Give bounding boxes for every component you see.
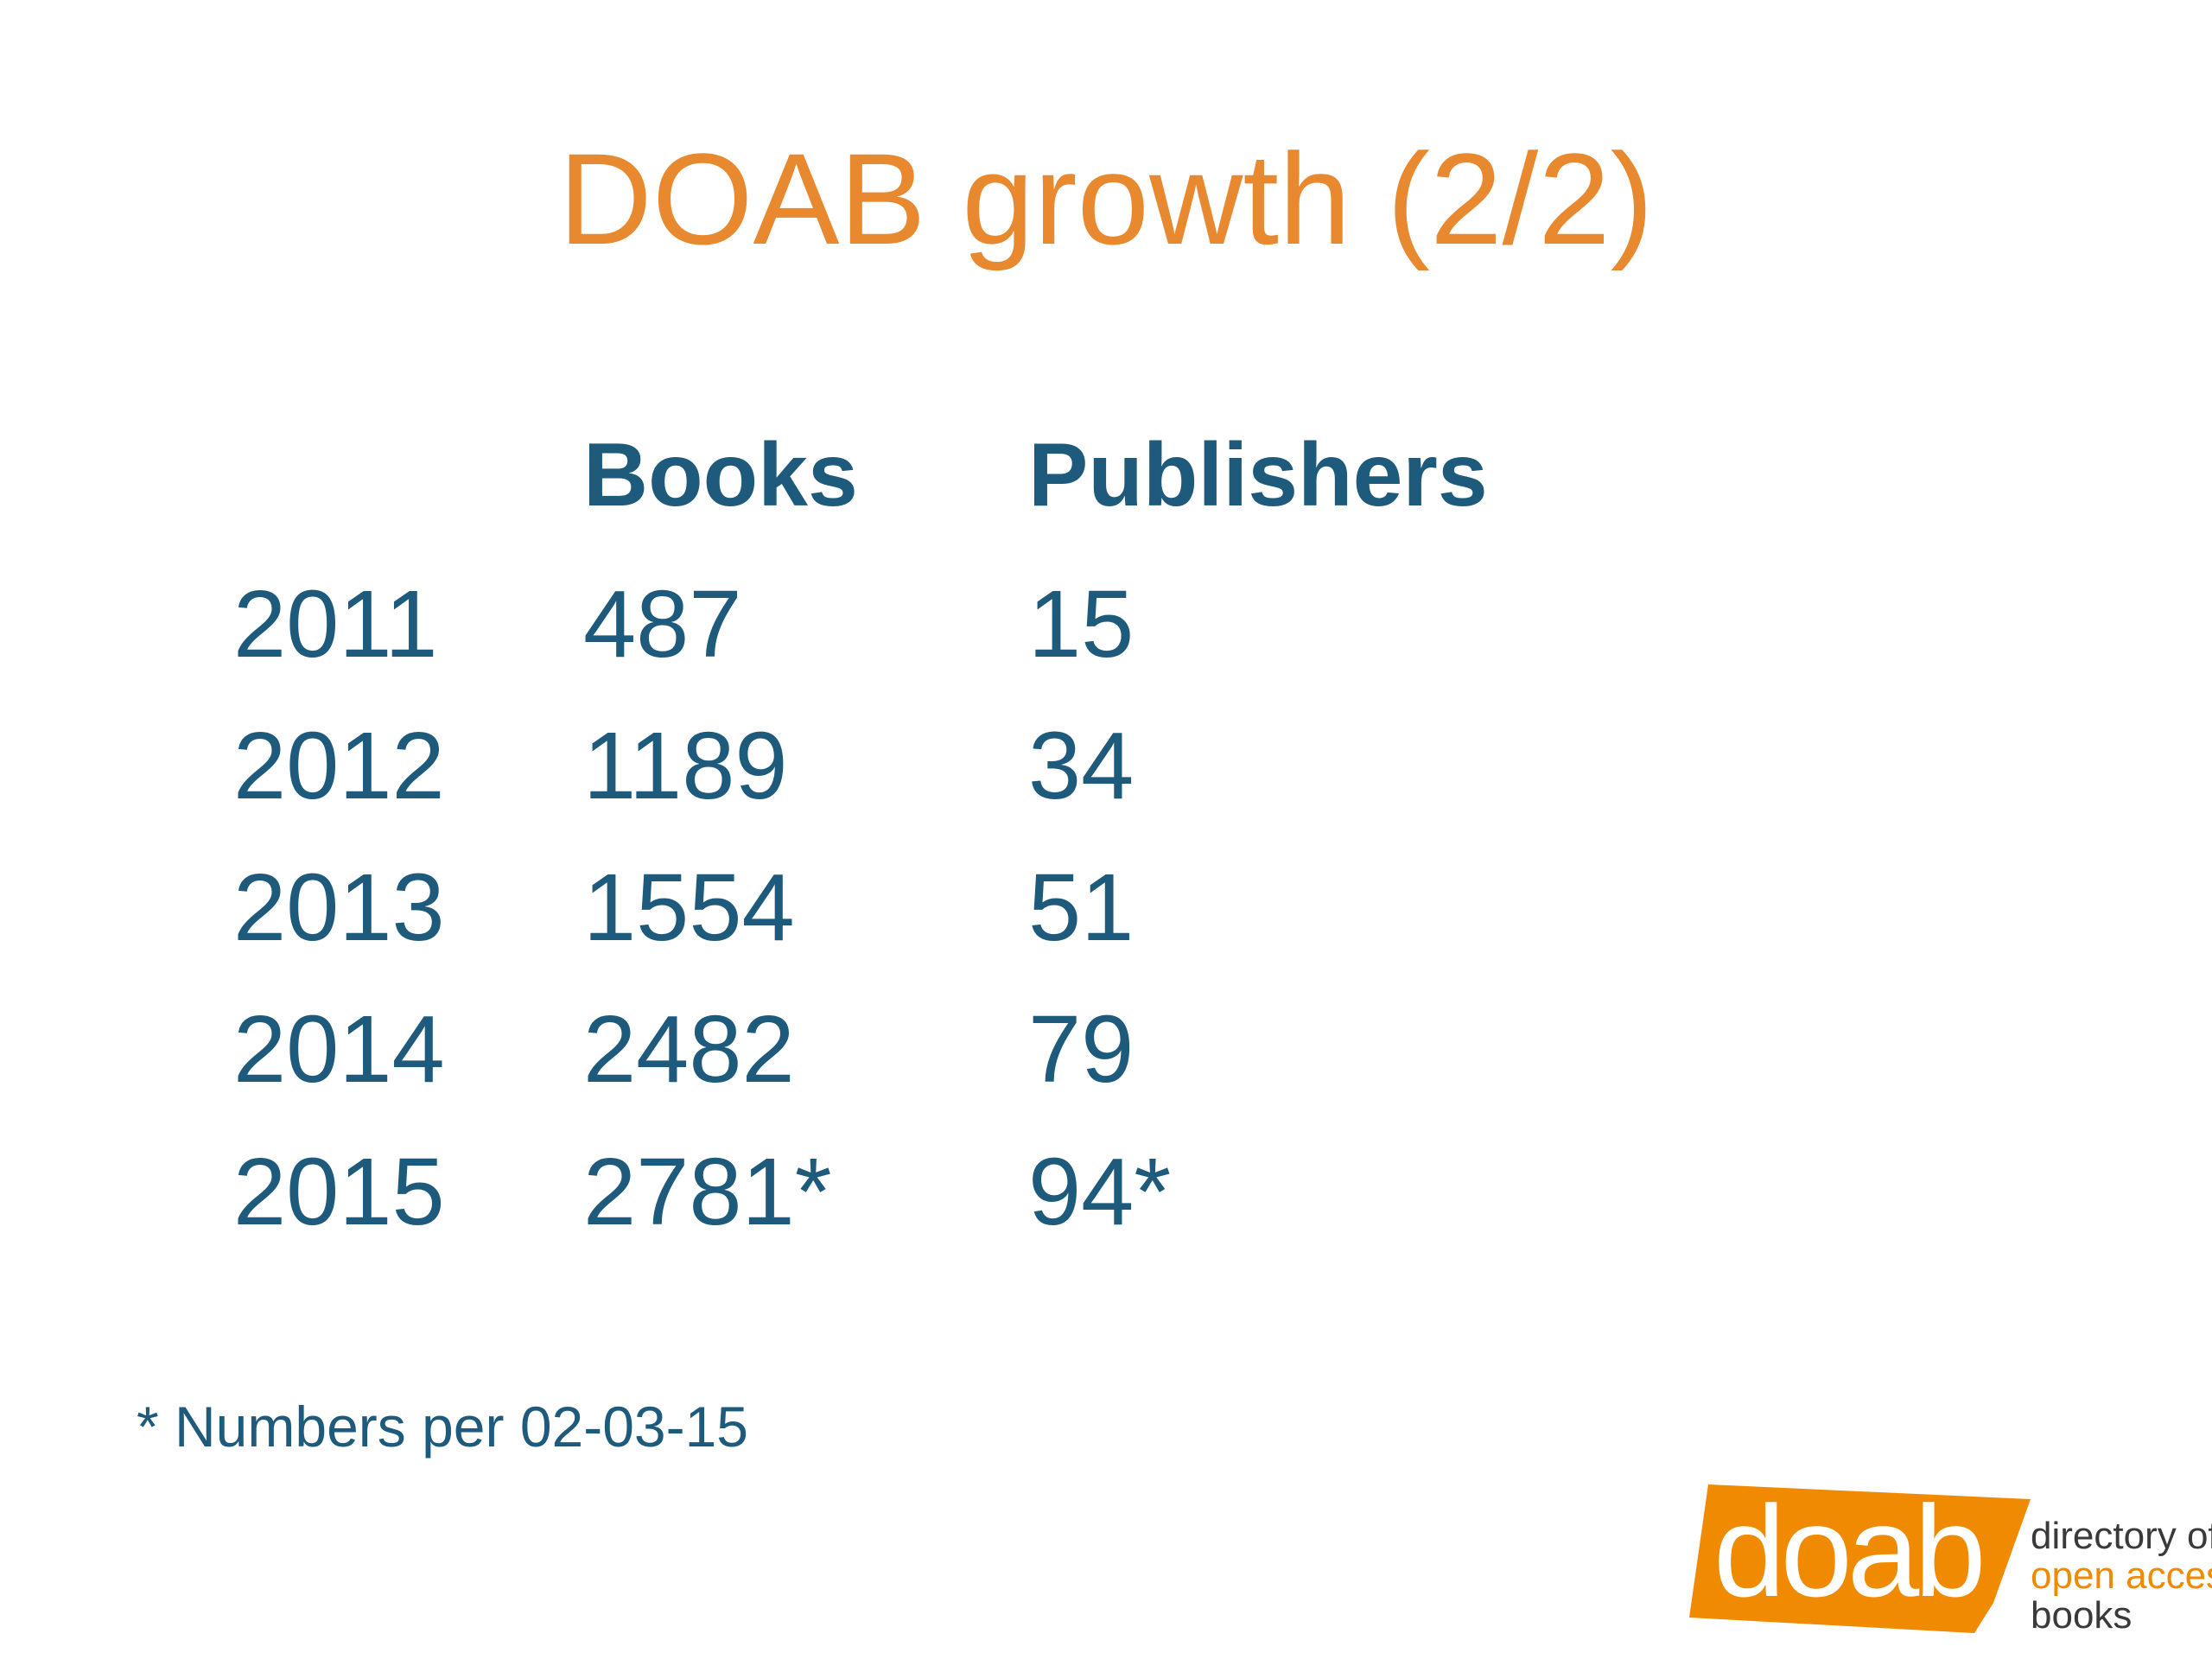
row-publishers-2015: 94*	[1028, 1139, 1172, 1245]
row-publishers-2014: 79	[1028, 996, 1135, 1103]
logo-wordmark: doab	[1713, 1478, 1986, 1624]
row-year-2013: 2013	[233, 855, 445, 961]
slide-title: DOAB growth (2/2)	[558, 126, 1654, 271]
row-year-2014: 2014	[233, 996, 445, 1103]
doab-logo-mark	[1689, 1484, 2031, 1633]
footnote: * Numbers per 02-03-15	[137, 1395, 749, 1459]
row-books-2011: 487	[583, 571, 742, 677]
column-header-books: Books	[583, 425, 858, 525]
row-year-2011: 2011	[233, 571, 438, 677]
row-publishers-2012: 34	[1028, 713, 1135, 819]
row-books-2015: 2781*	[583, 1139, 832, 1245]
row-year-2012: 2012	[233, 713, 445, 819]
logo-tagline: directory of open access books	[2031, 1516, 2212, 1636]
row-year-2015: 2015	[233, 1139, 445, 1245]
logo-tagline-line1: directory of	[2031, 1515, 2212, 1557]
row-books-2013: 1554	[583, 855, 795, 961]
row-publishers-2011: 15	[1028, 571, 1135, 677]
logo-tagline-line2: open access	[2031, 1554, 2212, 1597]
column-header-publishers: Publishers	[1028, 425, 1488, 525]
doab-logo: doab directory of open access books	[1689, 1469, 2212, 1650]
row-books-2014: 2482	[583, 996, 795, 1103]
logo-tagline-line3: books	[2031, 1594, 2133, 1637]
row-books-2012: 1189	[583, 713, 788, 819]
row-publishers-2013: 51	[1028, 855, 1135, 961]
